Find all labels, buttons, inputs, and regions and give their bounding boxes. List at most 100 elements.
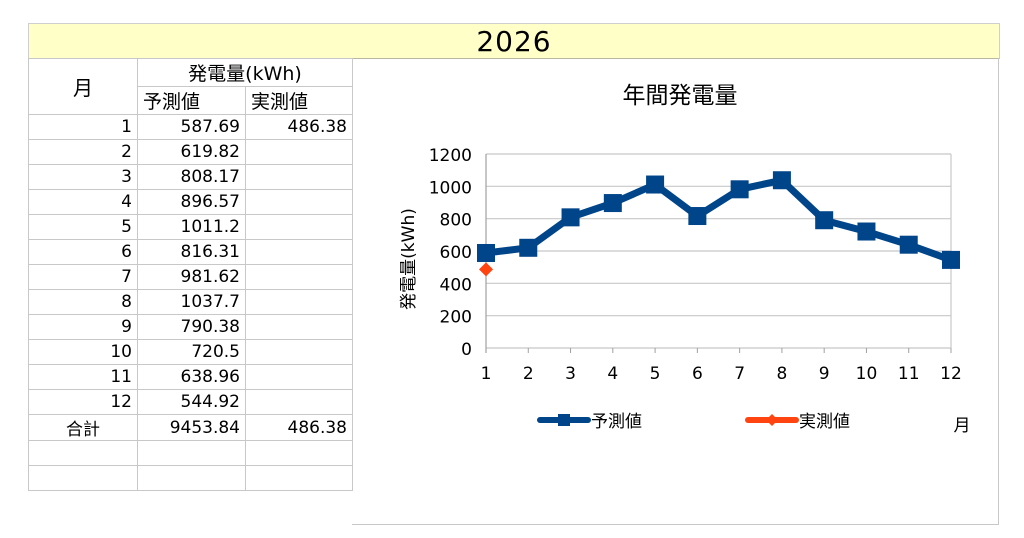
chart-title: 年間発電量 [623, 83, 738, 109]
cell-forecast[interactable]: 790.38 [137, 314, 246, 340]
empty-cell[interactable] [245, 465, 353, 491]
cell-actual[interactable] [245, 239, 353, 265]
cell-actual[interactable] [245, 364, 353, 390]
cell-month[interactable]: 9 [28, 314, 138, 340]
cell-actual[interactable] [245, 139, 353, 165]
data-point-square [519, 238, 538, 257]
cell-month[interactable]: 11 [28, 364, 138, 390]
cell-forecast[interactable]: 544.92 [137, 389, 246, 415]
header-month[interactable]: 月 [28, 58, 138, 115]
table-row: 2 619.82 [28, 139, 353, 165]
empty-cell[interactable] [245, 440, 353, 466]
data-point-diamond [479, 262, 493, 277]
data-point-square [815, 211, 834, 230]
legend-marker-square [558, 414, 570, 426]
cell-month[interactable]: 4 [28, 189, 138, 215]
x-tick-label: 3 [565, 364, 576, 384]
data-point-square [772, 171, 791, 190]
header-power[interactable]: 発電量(kWh) [137, 58, 353, 87]
legend-label: 実測値 [799, 412, 850, 432]
y-tick-label: 1200 [429, 146, 472, 166]
table-row: 6 816.31 [28, 239, 353, 265]
total-label[interactable]: 合計 [28, 414, 138, 441]
table-row: 3 808.17 [28, 164, 353, 190]
cell-forecast[interactable]: 896.57 [137, 189, 246, 215]
y-tick-label: 600 [440, 243, 472, 263]
legend-marker-diamond [766, 414, 778, 426]
y-tick-label: 200 [440, 308, 472, 328]
cell-forecast[interactable]: 587.69 [137, 114, 246, 140]
x-tick-label: 2 [523, 364, 534, 384]
cell-forecast[interactable]: 638.96 [137, 364, 246, 390]
cell-actual[interactable] [245, 389, 353, 415]
data-point-square [899, 235, 918, 254]
header-actual[interactable]: 実測値 [245, 86, 353, 115]
cell-actual[interactable] [245, 289, 353, 315]
table-row: 12 544.92 [28, 389, 353, 415]
x-tick-label: 8 [776, 364, 787, 384]
x-tick-label: 9 [819, 364, 830, 384]
data-point-square [942, 250, 960, 269]
empty-cell[interactable] [137, 440, 246, 466]
spreadsheet: 2026 月 発電量(kWh) 予測値 実測値 1 587.69 486.38 2 61… [28, 23, 1000, 525]
cell-forecast[interactable]: 808.17 [137, 164, 246, 190]
x-tick-label: 7 [734, 364, 745, 384]
x-tick-label: 10 [856, 364, 878, 384]
table-row: 5 1011.2 [28, 214, 353, 240]
cell-actual[interactable] [245, 314, 353, 340]
empty-cell[interactable] [137, 465, 246, 491]
cell-actual[interactable] [245, 189, 353, 215]
cell-month[interactable]: 3 [28, 164, 138, 190]
x-tick-label: 11 [898, 364, 920, 384]
cell-forecast[interactable]: 1011.2 [137, 214, 246, 240]
chart-area[interactable]: 年間発電量 0 200 400 600 800 1000 1200 1 2 3 4 5 6 7 8 9 10 11 1… [352, 58, 999, 525]
year-title-cell[interactable]: 2026 [28, 23, 1000, 59]
empty-cell[interactable] [28, 440, 138, 466]
cell-month[interactable]: 12 [28, 389, 138, 415]
cell-forecast[interactable]: 981.62 [137, 264, 246, 290]
x-axis-label: 月 [954, 416, 971, 436]
cell-forecast[interactable]: 619.82 [137, 139, 246, 165]
cell-forecast[interactable]: 816.31 [137, 239, 246, 265]
cell-actual[interactable]: 486.38 [245, 114, 353, 140]
table-row: 11 638.96 [28, 364, 353, 390]
x-tick-label: 5 [650, 364, 661, 384]
x-tick-label: 1 [481, 364, 492, 384]
table-row: 8 1037.7 [28, 289, 353, 315]
y-tick-label: 800 [440, 211, 472, 231]
year-title: 2026 [476, 24, 552, 58]
table-row: 10 720.5 [28, 339, 353, 365]
data-point-square [561, 208, 580, 227]
table-row: 7 981.62 [28, 264, 353, 290]
data-point-square [603, 194, 622, 213]
data-point-square [477, 243, 495, 262]
cell-forecast[interactable]: 1037.7 [137, 289, 246, 315]
cell-month[interactable]: 2 [28, 139, 138, 165]
y-tick-label: 1000 [429, 178, 472, 198]
cell-month[interactable]: 6 [28, 239, 138, 265]
y-tick-label: 400 [440, 275, 472, 295]
cell-actual[interactable] [245, 164, 353, 190]
total-actual[interactable]: 486.38 [245, 414, 353, 441]
table-row: 1 587.69 486.38 [28, 114, 353, 140]
y-tick-label: 0 [461, 340, 472, 360]
cell-actual[interactable] [245, 214, 353, 240]
cell-actual[interactable] [245, 264, 353, 290]
cell-month[interactable]: 8 [28, 289, 138, 315]
total-forecast[interactable]: 9453.84 [137, 414, 246, 441]
table-row: 9 790.38 [28, 314, 353, 340]
data-point-square [730, 180, 749, 199]
cell-month[interactable]: 1 [28, 114, 138, 140]
cell-month[interactable]: 7 [28, 264, 138, 290]
legend-label: 予測値 [591, 412, 642, 432]
empty-cell[interactable] [28, 465, 138, 491]
x-tick-label: 4 [607, 364, 618, 384]
cell-month[interactable]: 10 [28, 339, 138, 365]
cell-forecast[interactable]: 720.5 [137, 339, 246, 365]
power-table: 月 発電量(kWh) 予測値 実測値 1 587.69 486.38 2 619.82 3… [28, 58, 353, 491]
header-forecast[interactable]: 予測値 [137, 86, 246, 115]
series-line [485, 176, 953, 264]
cell-month[interactable]: 5 [28, 214, 138, 240]
cell-actual[interactable] [245, 339, 353, 365]
